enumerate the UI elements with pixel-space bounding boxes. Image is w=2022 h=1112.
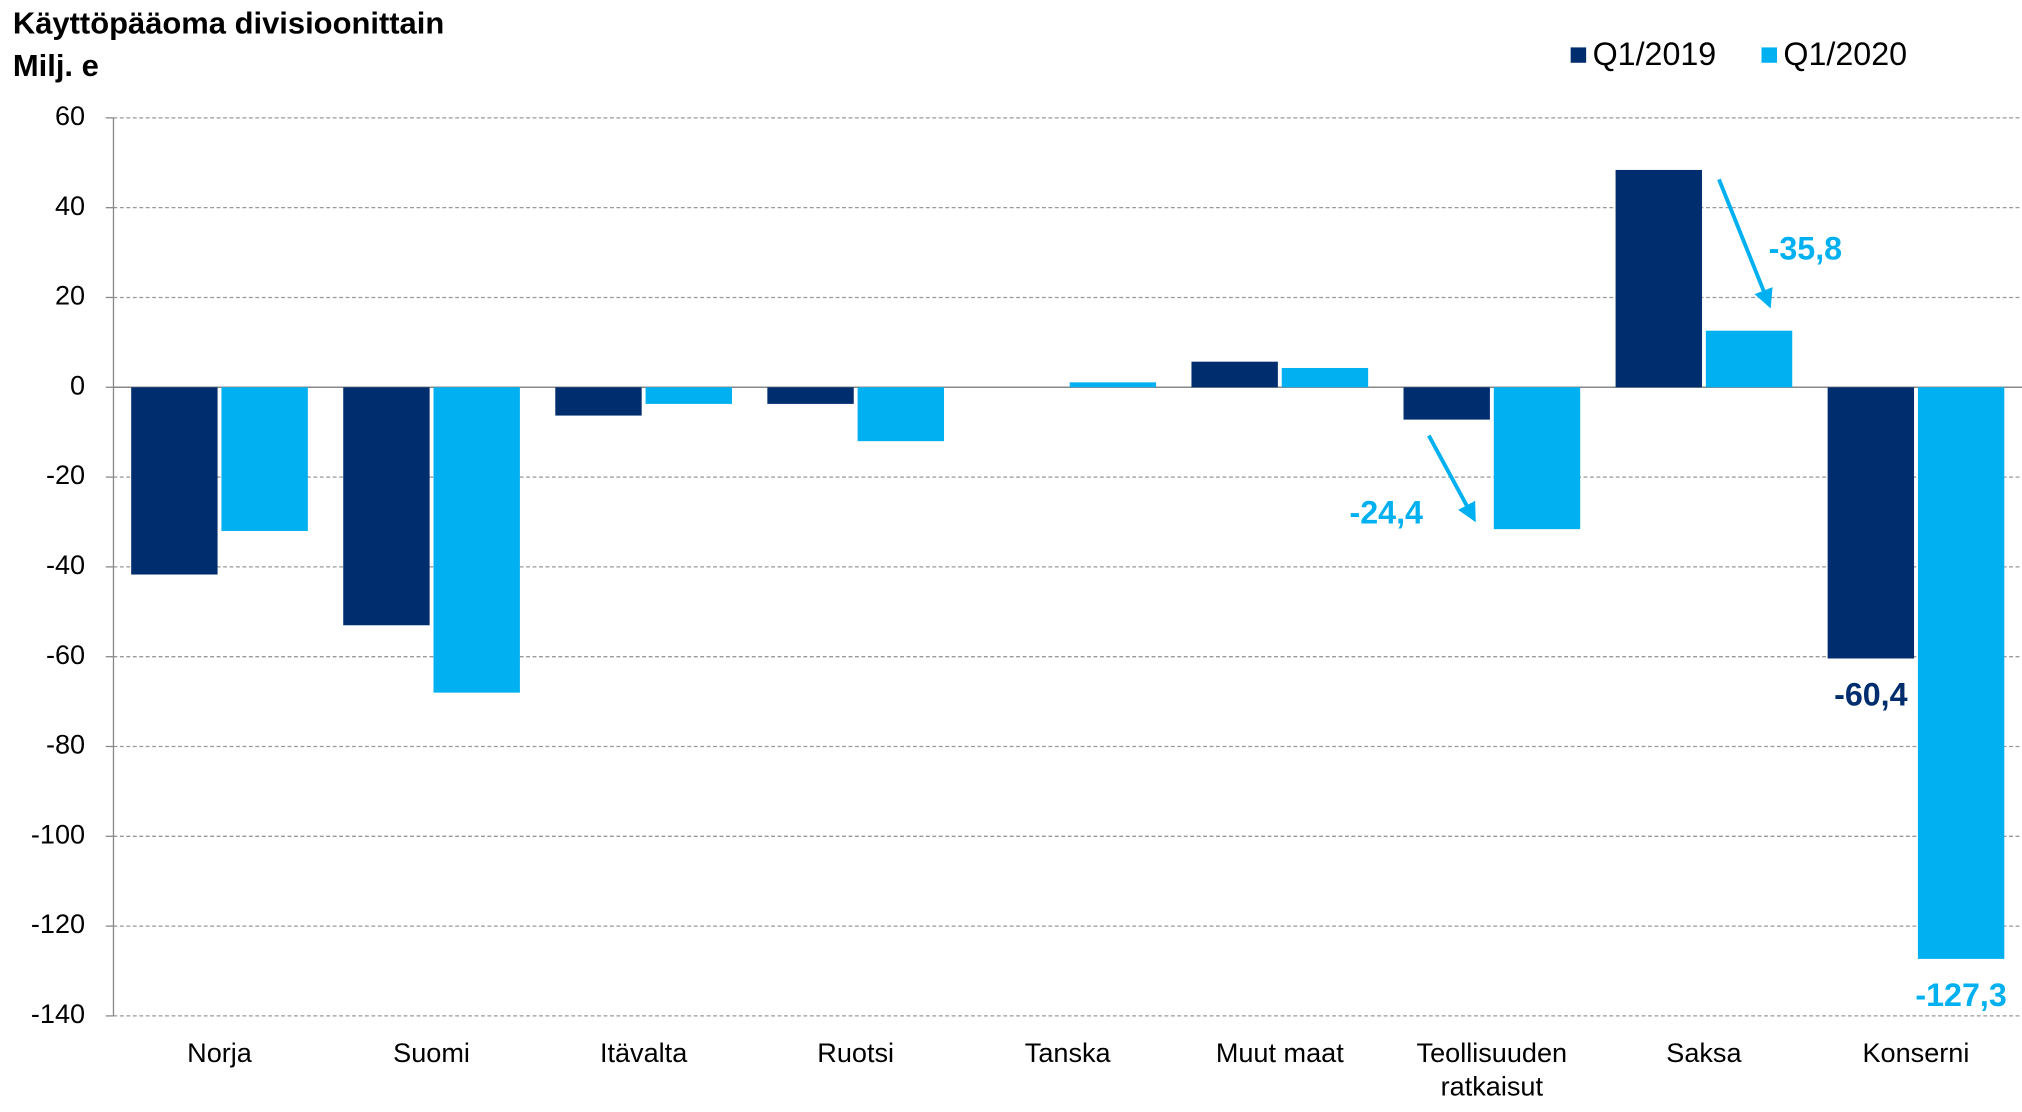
x-tick-label: Konserni <box>1862 1038 1970 1069</box>
bar <box>1191 361 1278 388</box>
bars <box>131 169 2005 959</box>
y-tick-label: 40 <box>55 191 85 221</box>
bar <box>1705 330 1793 388</box>
y-tick-label: 60 <box>55 101 85 131</box>
labels: -140 -120 -100 -80 -60 -40 -20 0 20 40 60 Norja Suom… <box>31 36 2007 1102</box>
annotation: -35,8 <box>1769 231 1842 267</box>
bar <box>131 387 218 575</box>
data-label: -60,4 <box>1834 676 1908 712</box>
x-tick-label: Norja <box>187 1038 252 1069</box>
y-tick-label: -120 <box>31 909 85 939</box>
legend-label: Q1/2019 <box>1593 36 1717 72</box>
bar <box>1615 169 1702 388</box>
bar <box>1069 382 1157 388</box>
chart-subtitle: Milj. e <box>13 48 99 83</box>
arrow <box>1427 434 1476 523</box>
y-tick-label: -60 <box>46 640 85 670</box>
x-tick-label-box: Muut maat <box>1215 1038 1344 1069</box>
x-tick-label-box: Teollisuuden ratkaisut <box>1416 1038 1568 1102</box>
bar <box>857 387 945 442</box>
bar <box>1403 387 1490 420</box>
x-tick-label: Suomi <box>393 1038 470 1069</box>
data-label: -127,3 <box>1915 977 2006 1013</box>
x-tick-label: Teollisuuden ratkaisut <box>1416 1038 1568 1102</box>
x-tick-label-box: Konserni <box>1862 1038 1970 1069</box>
bar <box>767 387 854 404</box>
x-tick-label: Tanska <box>1024 1038 1111 1069</box>
bar <box>433 387 520 693</box>
x-tick-label: Itävalta <box>599 1038 688 1069</box>
x-tick-label-box: Suomi <box>393 1038 470 1069</box>
legend-swatch <box>1761 47 1777 63</box>
y-tick-label: 0 <box>70 370 85 400</box>
x-tick-label: Muut maat <box>1215 1038 1344 1069</box>
annotation: -24,4 <box>1350 495 1424 531</box>
x-tick-label: Ruotsi <box>817 1038 895 1069</box>
x-tick-label-box: Norja <box>187 1038 252 1069</box>
x-tick-label-box: Tanska <box>1024 1038 1111 1069</box>
y-tick-label: -20 <box>46 460 85 490</box>
y-tick-label: 20 <box>55 281 85 311</box>
bar <box>221 387 308 531</box>
y-tick-label: -40 <box>46 550 85 580</box>
bar <box>1827 387 1915 659</box>
bar <box>1917 387 2005 959</box>
bar <box>1493 387 1581 530</box>
x-tick-label-box: Saksa <box>1666 1038 1742 1069</box>
x-tick-label-box: Itävalta <box>599 1038 688 1069</box>
y-tick-label: -140 <box>31 999 85 1029</box>
bar <box>645 387 732 404</box>
y-tick-label: -80 <box>46 730 85 760</box>
y-tick-label: -100 <box>31 819 85 849</box>
x-tick-label: Saksa <box>1666 1038 1742 1069</box>
x-tick-label-box: Ruotsi <box>817 1038 895 1069</box>
bar <box>1281 367 1369 388</box>
legend-label: Q1/2020 <box>1783 36 1907 72</box>
chart-title: Käyttöpääoma divisioonittain <box>13 6 444 41</box>
arrow <box>1717 178 1773 309</box>
legend-swatch <box>1570 47 1587 63</box>
bar <box>555 387 642 416</box>
bar <box>343 387 430 626</box>
